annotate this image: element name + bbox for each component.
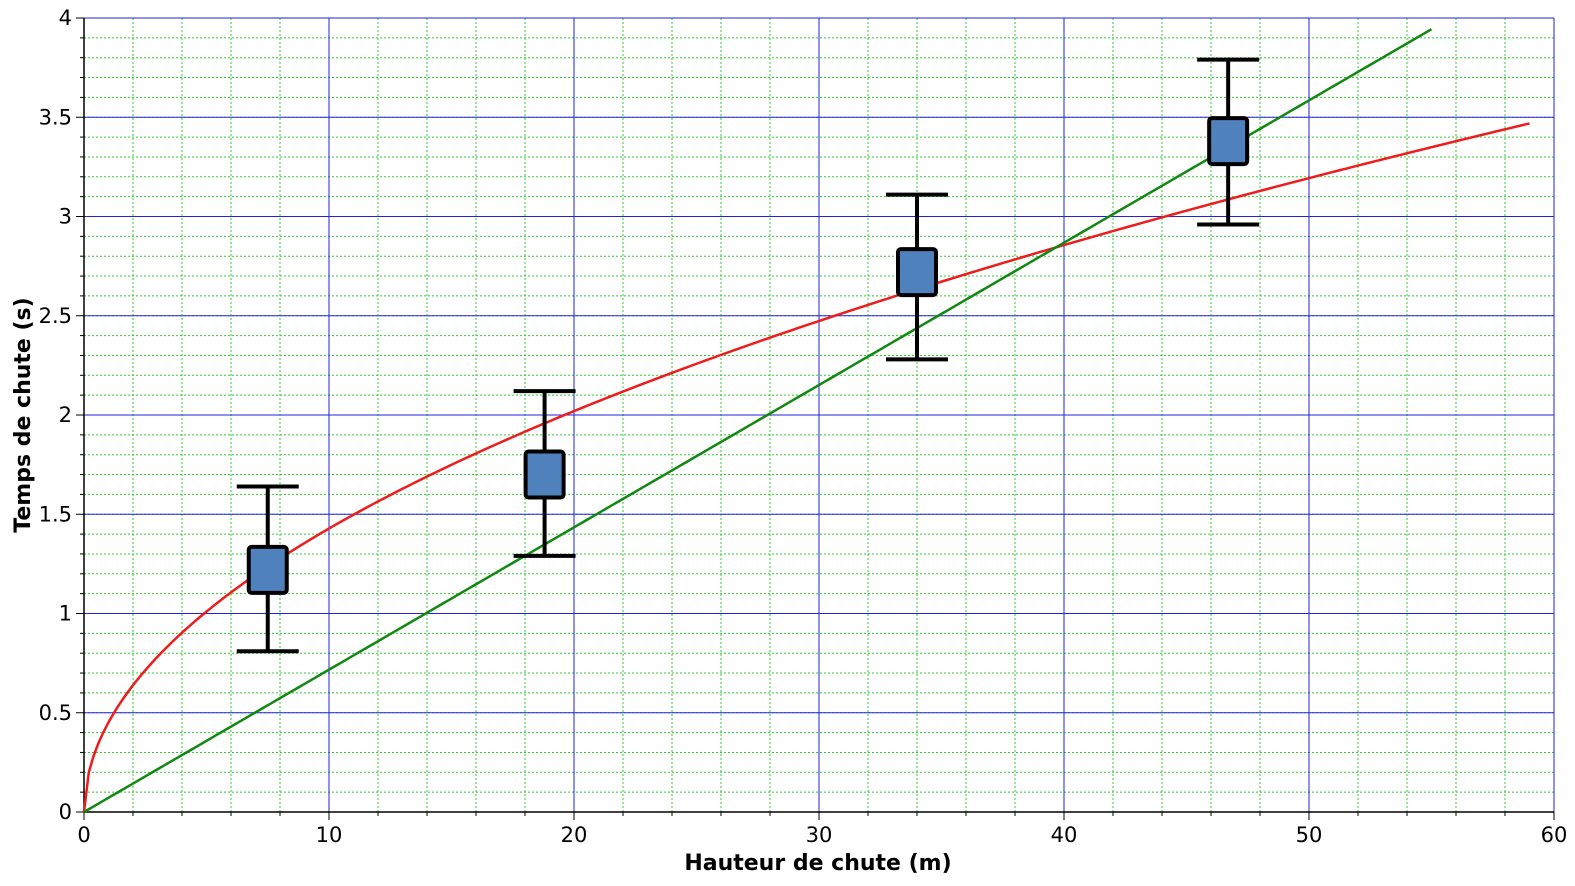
y-tick-label: 4: [59, 6, 72, 30]
linear-curve: [83, 28, 1433, 814]
major-grid: [84, 17, 1555, 812]
x-tick-label: 40: [1051, 823, 1078, 847]
data-points: [236, 57, 1260, 654]
data-point-marker: [523, 449, 566, 500]
y-tick-label: 3.5: [39, 105, 72, 129]
y-tick-label: 0: [59, 800, 72, 824]
data-point-marker: [246, 544, 289, 595]
y-tick-label: 1: [59, 602, 72, 626]
y-tick-label: 2: [59, 403, 72, 427]
x-tick-label: 10: [316, 823, 343, 847]
tick-labels: 0 10 20 30 40 50 60 0 0.5 1 1.5 2 2.5 3 3.5 4: [39, 6, 1568, 847]
x-tick-label: 20: [561, 823, 588, 847]
x-tick-label: 50: [1296, 823, 1323, 847]
data-point-marker: [896, 247, 938, 298]
axes: [76, 17, 1555, 820]
y-tick-label: 3: [59, 205, 72, 229]
x-axis-title: Hauteur de chute (m): [684, 851, 951, 876]
x-tick-label: 30: [806, 823, 833, 847]
y-axis-title: Temps de chute (s): [11, 297, 36, 532]
sqrt-curve: [82, 122, 1530, 813]
y-tick-label: 1.5: [39, 502, 72, 526]
x-tick-label: 0: [77, 823, 90, 847]
y-tick-label: 0.5: [39, 701, 72, 725]
x-tick-label: 60: [1541, 823, 1568, 847]
curves: [82, 28, 1530, 814]
data-point-marker: [1207, 116, 1250, 167]
y-tick-label: 2.5: [39, 304, 72, 328]
